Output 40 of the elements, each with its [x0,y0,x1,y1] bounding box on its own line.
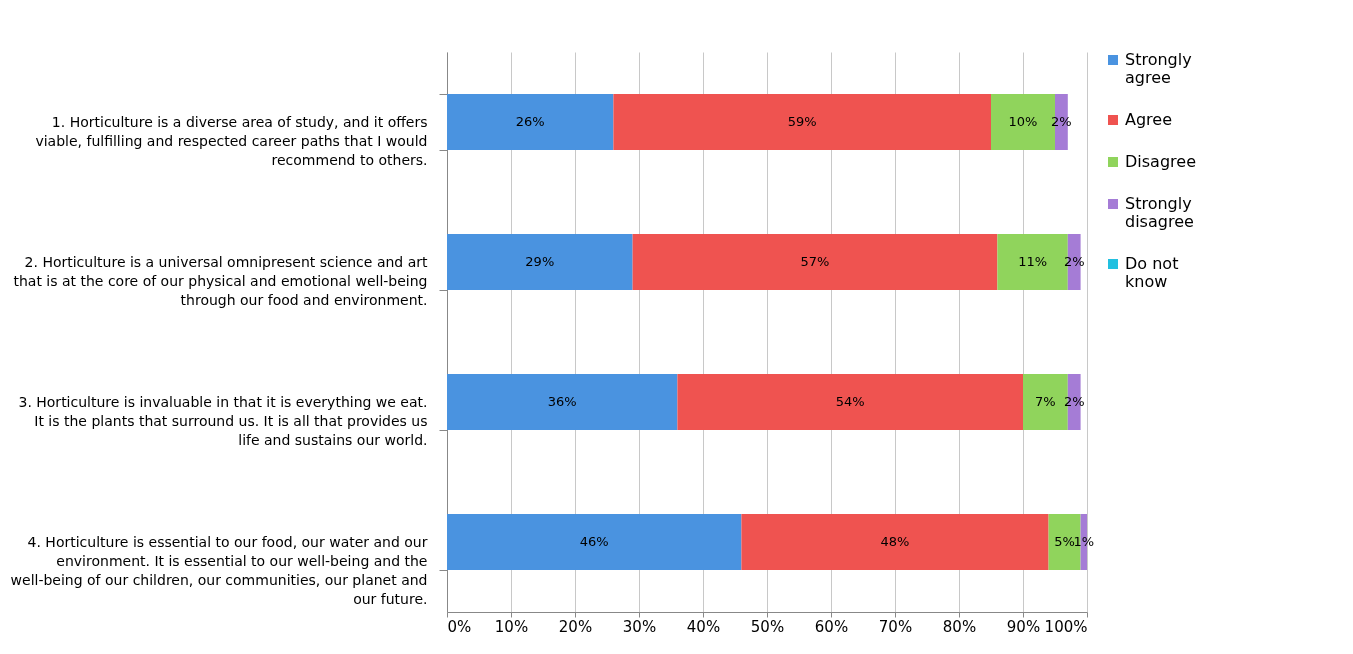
data-label: 54% [835,394,865,409]
x-tick-label: 80% [942,617,977,636]
data-label: 48% [880,534,910,549]
x-tick-label: 20% [558,617,593,636]
legend-label: Strongly agree [1125,50,1192,87]
bar [613,94,991,150]
bar [741,514,1049,570]
data-label: 46% [579,534,609,549]
bar [447,374,678,430]
y-tick-label: 4. Horticulture is essential to our food, our water and our environment. It is essential to our well-being and the well-being of our children, our communities, our planet and our future. [10,533,428,607]
bar [447,94,614,150]
bar [447,234,633,290]
x-tick-label: 100% [1044,617,1088,636]
data-label: 59% [787,114,817,129]
data-label: 26% [515,114,545,129]
y-tick-label: 2. Horticulture is a universal omnipresent science and art that is at the core of our physical and emotional well-being through our food and environment. [13,253,428,308]
legend-label: Agree [1125,110,1173,129]
legend-label: Strongly disagree [1125,194,1194,231]
x-tick-label: 10% [494,617,529,636]
y-tick-label: 1. Horticulture is a diverse area of study, and it offers viable, fulfilling and respected career paths that I would recommend to others. [35,113,428,168]
bar [632,234,998,290]
y-tick-label: 3. Horticulture is invaluable in that it is everything we eat. It is the plants that surround us. It is all that provides us life and sustains our world. [18,393,428,448]
x-tick-label: 0% [447,617,472,636]
data-label: 5% [1054,534,1075,549]
data-label: 36% [547,394,577,409]
legend-label: Do not know [1125,254,1179,291]
bar [677,374,1023,430]
x-tick-label: 40% [686,617,721,636]
data-label: 10% [1008,114,1038,129]
x-tick-label: 30% [622,617,657,636]
data-label: 11% [1018,254,1048,269]
x-tick-label: 50% [750,617,785,636]
data-label: 57% [800,254,830,269]
x-tick-label: 60% [814,617,849,636]
legend-label: Disagree [1125,152,1196,171]
x-tick-label: 90% [1006,617,1041,636]
data-label: 7% [1035,394,1056,409]
data-label: 29% [525,254,555,269]
x-tick-label: 70% [878,617,913,636]
bar [447,514,742,570]
